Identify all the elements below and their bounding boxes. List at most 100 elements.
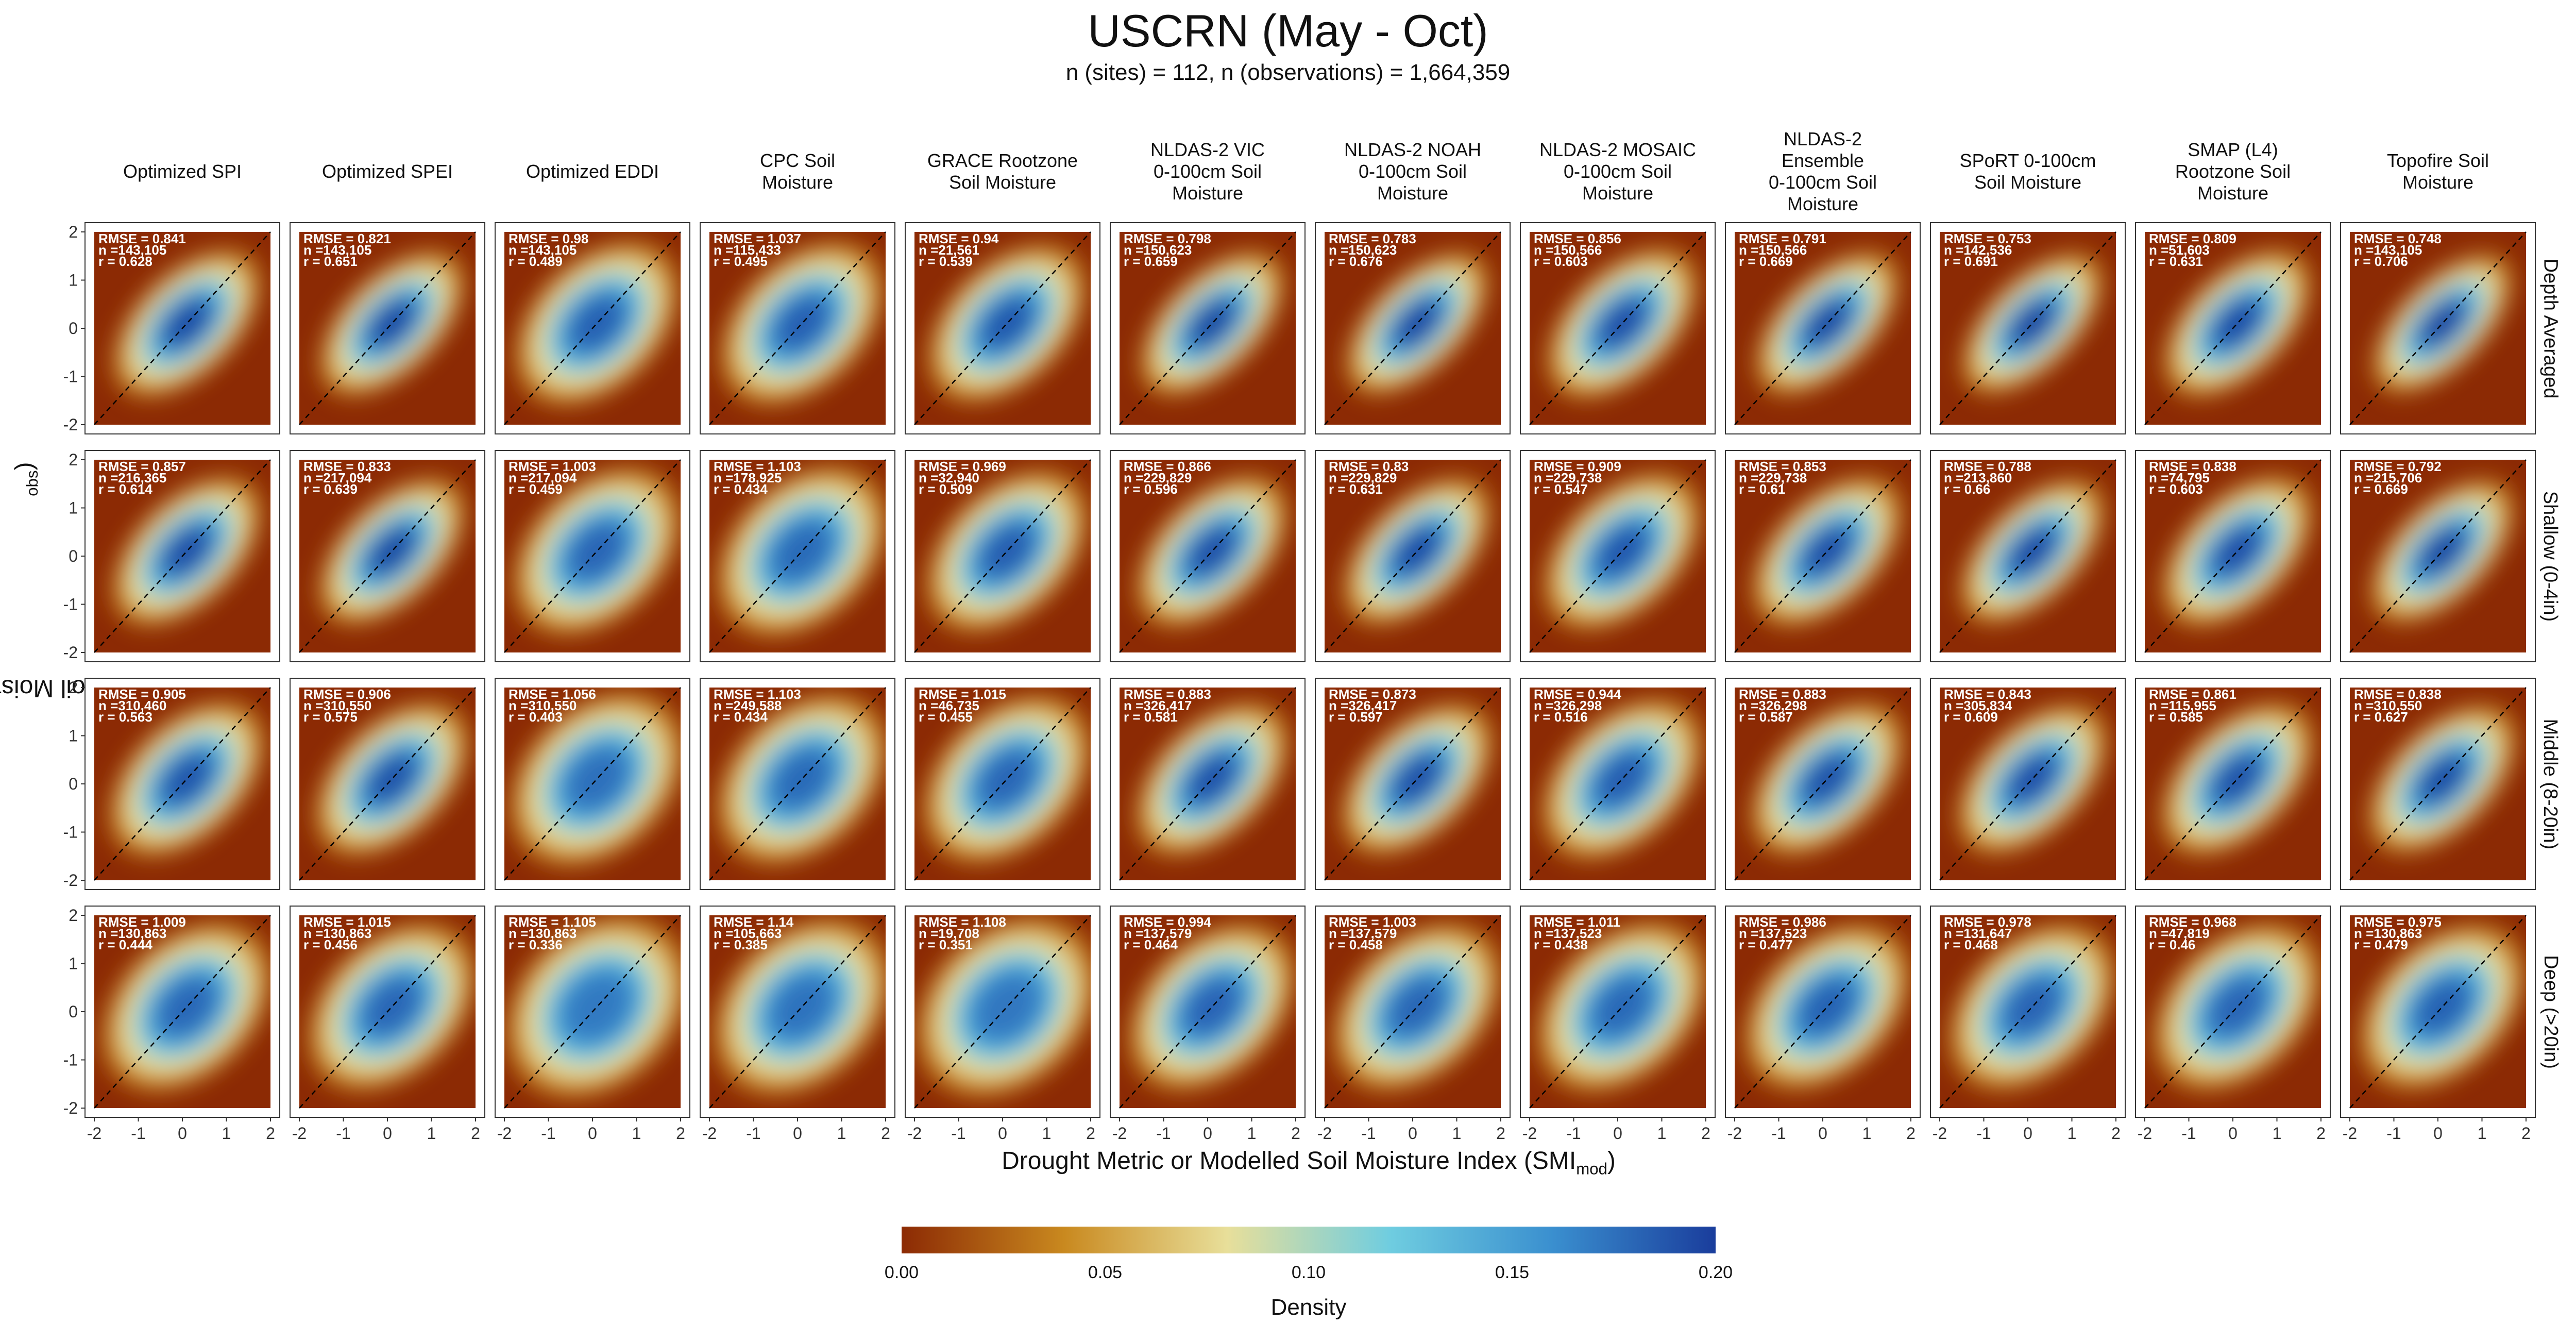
colorbar-tick-label: 0.15: [1495, 1263, 1530, 1282]
x-tick-label: 2: [471, 1124, 480, 1143]
stat-r: r = 0.669: [2354, 481, 2408, 497]
column-header: NLDAS-2 MOSAIC 0-100cm Soil Moisture: [1520, 123, 1715, 221]
one-to-one-line: [1939, 231, 2116, 425]
stat-n: n =137,523: [1534, 926, 1602, 941]
x-tick-label: 1: [2273, 1124, 2282, 1143]
one-to-one-line: [1119, 687, 1296, 881]
density-blobs: [1751, 703, 1903, 855]
x-tick-label: 0: [1408, 1124, 1417, 1143]
stat-rmse: RMSE = 0.968: [2149, 914, 2236, 930]
x-tick-label: 0: [2433, 1124, 2443, 1143]
x-tick-label: -2: [1933, 1124, 1947, 1143]
density-blobs: [2360, 925, 2524, 1089]
x-tick-label: 1: [427, 1124, 436, 1143]
stat-n: n =326,417: [1329, 698, 1397, 713]
x-tick-label: 1: [2478, 1124, 2487, 1143]
x-tick-label: 0: [793, 1124, 802, 1143]
density-blobs: [112, 477, 261, 626]
one-to-one-line: [2349, 459, 2527, 653]
density-blobs: [717, 466, 886, 636]
stat-n: n =74,795: [2149, 470, 2210, 485]
one-to-one-line: [2349, 687, 2527, 881]
stat-rmse: RMSE = 0.833: [303, 459, 391, 474]
density-contour: [366, 526, 417, 577]
one-to-one-line: [1734, 231, 1911, 425]
one-to-one-line: [504, 915, 681, 1109]
x-tick-label: 0: [2228, 1124, 2238, 1143]
x-tick-label: -2: [907, 1124, 922, 1143]
stat-r: r = 0.516: [1534, 709, 1588, 725]
density-blobs: [2164, 250, 2311, 397]
stat-n: n =326,298: [1534, 698, 1602, 713]
density-blobs: [1542, 699, 1702, 859]
column-header: Optimized SPI: [85, 123, 280, 221]
x-tick-label: 1: [632, 1124, 641, 1143]
one-to-one-line: [1939, 459, 2116, 653]
density-blobs: [714, 919, 886, 1095]
x-tick-label: -1: [746, 1124, 760, 1143]
stat-r: r = 0.691: [1944, 254, 1998, 269]
x-tick-label: 0: [2023, 1124, 2032, 1143]
column-header-line: GRACE Rootzone: [927, 150, 1078, 171]
stat-rmse: RMSE = 0.986: [1739, 914, 1826, 930]
density-contour: [568, 295, 625, 352]
density-contour: [1595, 524, 1649, 578]
x-tick-label: 0: [588, 1124, 597, 1143]
one-to-one-line: [299, 231, 476, 425]
stat-rmse: RMSE = 0.969: [919, 459, 1006, 474]
density-contour: [2006, 753, 2058, 805]
stat-rmse: RMSE = 0.905: [98, 686, 186, 702]
x-tick-label: 0: [998, 1124, 1007, 1143]
stat-n: n =130,863: [2354, 926, 2422, 941]
density-blobs: [1547, 248, 1697, 398]
x-tick-label: -2: [1727, 1124, 1742, 1143]
density-contour: [979, 296, 1035, 351]
stat-r: r = 0.336: [509, 937, 563, 952]
density-blobs: [1136, 703, 1289, 856]
density-contour: [1801, 752, 1854, 806]
stat-r: r = 0.489: [509, 254, 563, 269]
stat-r: r = 0.614: [98, 481, 152, 497]
stat-r: r = 0.706: [2354, 254, 2408, 269]
x-tick-label: 0: [383, 1124, 392, 1143]
column-header: Optimized SPEI: [290, 123, 485, 221]
one-to-one-line: [1529, 915, 1706, 1109]
y-tick-label: 2: [69, 450, 78, 469]
colorbar-tick-label: 0.20: [1698, 1263, 1733, 1282]
density-blobs: [1140, 252, 1284, 396]
stat-n: n =143,105: [509, 242, 577, 258]
y-tick-label: 0: [69, 775, 78, 793]
density-blobs: [717, 694, 886, 864]
stat-rmse: RMSE = 1.009: [98, 914, 186, 930]
density-contour: [2418, 299, 2466, 347]
stat-n: n =142,536: [1944, 242, 2012, 258]
y-tick-label: -1: [63, 595, 78, 614]
density-field: [1530, 915, 1706, 1108]
stat-r: r = 0.495: [714, 254, 768, 269]
x-tick-label: -2: [702, 1124, 717, 1143]
density-field: [1325, 232, 1501, 425]
colorbar-tick-label: 0.10: [1291, 1263, 1326, 1282]
stat-rmse: RMSE = 1.003: [1329, 914, 1416, 930]
y-tick-label: -1: [63, 367, 78, 386]
density-blobs: [109, 702, 264, 857]
stat-r: r = 0.631: [2149, 254, 2203, 269]
stat-rmse: RMSE = 0.792: [2354, 459, 2442, 474]
stat-rmse: RMSE = 1.103: [714, 459, 801, 474]
x-tick-label: -2: [1112, 1124, 1127, 1143]
one-to-one-line: [2144, 915, 2321, 1109]
column-header-line: NLDAS-2 MOSAIC: [1539, 139, 1697, 160]
one-to-one-line: [1734, 459, 1911, 653]
stat-r: r = 0.444: [98, 937, 152, 952]
density-blobs: [1344, 478, 1490, 625]
one-to-one-line: [914, 915, 1091, 1109]
density-blobs: [515, 242, 679, 405]
stat-rmse: RMSE = 0.978: [1944, 914, 2031, 930]
